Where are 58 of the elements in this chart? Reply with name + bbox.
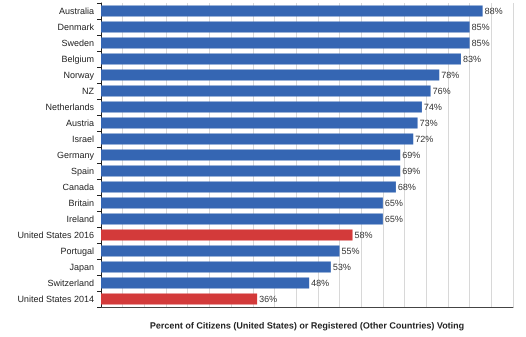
data-label: 85% <box>472 22 490 32</box>
bar <box>101 278 310 288</box>
data-label: 88% <box>484 6 503 16</box>
bar <box>101 6 483 16</box>
bar <box>101 246 340 256</box>
data-label: 36% <box>259 294 278 304</box>
y-tick-label: Australia <box>58 6 94 16</box>
y-tick-label: Belgium <box>61 54 94 64</box>
bar <box>101 54 461 64</box>
bar <box>101 262 331 272</box>
bar <box>101 230 353 240</box>
bar <box>101 134 414 144</box>
bar <box>101 294 258 304</box>
data-label: 68% <box>398 182 416 192</box>
data-label: 69% <box>402 166 420 176</box>
bar <box>101 86 431 96</box>
data-label: 69% <box>402 150 420 160</box>
data-label: 58% <box>354 230 373 240</box>
data-label: 78% <box>441 70 460 80</box>
data-label: 65% <box>384 198 403 208</box>
data-label: 65% <box>384 214 403 224</box>
y-tick-label: Denmark <box>57 22 94 32</box>
y-tick-label: Portugal <box>60 246 94 256</box>
y-tick-label: Switzerland <box>47 278 94 288</box>
y-tick-label: NZ <box>82 86 94 96</box>
y-tick-label: United States 2014 <box>17 294 94 304</box>
bar <box>101 150 400 160</box>
y-tick-label: Germany <box>56 150 94 160</box>
y-tick-label: Norway <box>63 70 94 80</box>
y-tick-label: Canada <box>62 182 94 192</box>
y-tick-label: Austria <box>66 118 94 128</box>
data-label: 83% <box>462 54 481 64</box>
y-tick-label: Ireland <box>66 214 94 224</box>
y-tick-label: United States 2016 <box>17 230 94 240</box>
data-label: 73% <box>420 118 438 128</box>
bar <box>101 182 396 192</box>
bar <box>101 102 422 112</box>
data-label: 76% <box>432 86 451 96</box>
data-label: 72% <box>415 134 434 144</box>
bar <box>101 22 470 32</box>
y-tick-label: Israel <box>72 134 94 144</box>
data-label: 85% <box>472 38 490 48</box>
y-tick-label: Japan <box>69 262 94 272</box>
bar <box>101 70 440 80</box>
bar <box>101 198 383 208</box>
data-label: 74% <box>424 102 442 112</box>
data-label: 55% <box>342 246 360 256</box>
y-tick-label: Sweden <box>61 38 94 48</box>
data-label: 48% <box>311 278 330 288</box>
y-tick-label: Netherlands <box>45 102 94 112</box>
bar <box>101 166 400 176</box>
y-tick-label: Britain <box>68 198 94 208</box>
data-label: 53% <box>332 262 351 272</box>
x-axis-title: Percent of Citizens (United States) or Registered (Other Countries) Voting <box>150 320 464 330</box>
bar <box>101 214 383 224</box>
bar <box>101 38 470 48</box>
bar <box>101 118 418 128</box>
y-tick-label: Spain <box>70 166 94 176</box>
